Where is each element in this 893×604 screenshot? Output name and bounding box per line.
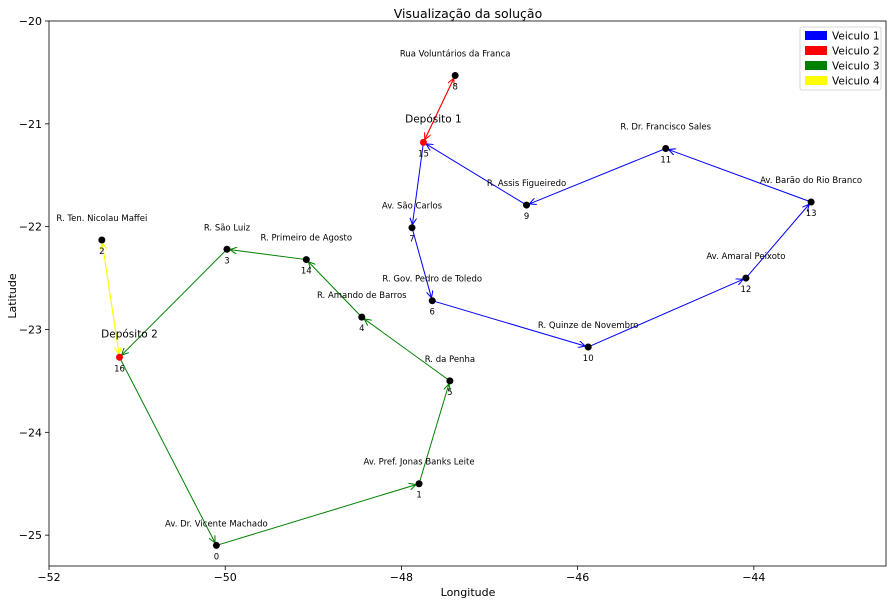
node-point — [408, 224, 416, 232]
node-index-label: 10 — [583, 354, 594, 364]
route-segment — [425, 75, 456, 140]
route-segment — [216, 485, 416, 546]
legend-box — [799, 26, 882, 91]
node-street-label: Av. Dr. Vicente Machado — [165, 519, 268, 529]
route-segment — [432, 300, 585, 346]
legend-entry: Veiculo 1 — [832, 31, 880, 43]
route-segment — [119, 357, 215, 543]
route-segment — [669, 150, 812, 203]
route-segment — [745, 204, 809, 279]
y-tick-label: −24 — [19, 426, 42, 439]
node-street-label: Av. Amaral Peixoto — [706, 252, 785, 262]
node-street-label: R. Quinze de Novembro — [538, 321, 639, 331]
route-segment — [412, 142, 424, 224]
node-street-label: R. Dr. Francisco Sales — [620, 123, 711, 133]
node-point — [523, 201, 531, 209]
route-segment — [230, 250, 307, 261]
node-index-label: 7 — [409, 235, 414, 245]
route-segment — [411, 227, 431, 298]
nodes-layer: 0 Av. Dr. Vicente Machado 1 Av. Pref. Jonas… — [56, 50, 862, 563]
node-index-label: 4 — [359, 324, 364, 334]
legend-entry: Veiculo 4 — [832, 76, 880, 88]
node-index-label: 0 — [214, 552, 219, 562]
chart-title: Visualização da solução — [394, 6, 542, 21]
y-tick-label: −25 — [19, 529, 42, 542]
node-index-label: 14 — [301, 267, 312, 277]
route-segment — [588, 279, 743, 348]
legend-swatch — [805, 46, 827, 55]
node-point — [662, 145, 670, 153]
node-street-label: Av. Barão do Rio Branco — [760, 176, 862, 186]
node-street-label: Av. São Carlos — [382, 202, 443, 212]
y-tick-label: −21 — [19, 118, 42, 131]
node-index-label: 15 — [418, 149, 429, 159]
node-point — [358, 313, 366, 321]
node-index-label: 12 — [740, 285, 751, 295]
routes-layer — [101, 75, 812, 546]
node-index-label: 3 — [224, 256, 229, 266]
y-axis: −20 −21 −22 −23 −24 −25 — [19, 15, 49, 542]
y-tick-label: −22 — [19, 221, 42, 234]
node-point — [428, 297, 436, 305]
node-point — [302, 256, 310, 264]
node-point — [223, 245, 231, 253]
x-tick-label: −48 — [390, 571, 413, 584]
node-street-label: R. Ten. Nicolau Maffei — [56, 214, 147, 224]
node-index-label: 6 — [430, 308, 435, 318]
route-segment — [364, 319, 451, 382]
legend-entry: Veiculo 2 — [832, 46, 880, 58]
node-street-label: Rua Voluntários da Franca — [400, 50, 511, 60]
node-index-label: 8 — [452, 83, 457, 93]
depot-label: Depósito 1 — [405, 113, 462, 125]
depot-label: Depósito 2 — [101, 328, 158, 340]
legend-entry: Veiculo 3 — [832, 61, 880, 73]
legend-swatch — [805, 31, 827, 40]
node-point — [807, 198, 815, 206]
node-point — [446, 377, 454, 385]
node-street-label: R. Assis Figueiredo — [487, 179, 566, 189]
x-tick-label: −46 — [566, 571, 589, 584]
legend-swatch — [805, 76, 827, 85]
route-segment — [122, 248, 228, 355]
node-street-label: R. Gov. Pedro de Toledo — [382, 275, 482, 285]
node-street-label: R. São Luiz — [204, 223, 251, 233]
route-segment — [418, 384, 449, 484]
y-tick-label: −23 — [19, 323, 42, 336]
node-point — [212, 541, 220, 549]
route-segment — [308, 262, 363, 318]
legend: Veiculo 1 Veiculo 2 Veiculo 3 Veiculo 4 — [799, 26, 882, 91]
node-street-label: Av. Pref. Jonas Banks Leite — [364, 458, 475, 468]
route-segment — [426, 144, 527, 206]
y-axis-label: Latitude — [6, 273, 19, 319]
y-tick-label: −20 — [19, 15, 42, 28]
node-point — [742, 274, 750, 282]
node-street-label: R. Primeiro de Agosto — [260, 234, 352, 244]
route-segment — [101, 239, 119, 354]
depot-point — [115, 353, 123, 361]
node-index-label: 11 — [660, 156, 671, 166]
node-index-label: 5 — [447, 388, 452, 398]
x-tick-label: −52 — [37, 571, 60, 584]
node-point — [98, 236, 106, 244]
x-tick-label: −50 — [214, 571, 237, 584]
x-axis-label: Longitude — [441, 586, 496, 599]
node-point — [415, 480, 423, 488]
legend-swatch — [805, 61, 827, 70]
depot-point — [419, 138, 427, 146]
node-street-label: R. da Penha — [425, 355, 475, 365]
route-segment — [529, 148, 666, 204]
x-tick-label: −44 — [742, 571, 765, 584]
node-point — [584, 343, 592, 351]
node-street-label: R. Amando de Barros — [317, 291, 407, 301]
node-index-label: 1 — [416, 491, 421, 501]
node-index-label: 16 — [114, 364, 125, 374]
node-index-label: 9 — [524, 212, 529, 222]
plot-frame — [48, 20, 887, 567]
node-point — [451, 72, 459, 79]
node-index-label: 2 — [99, 247, 104, 257]
x-axis: −52 −50 −48 −46 −44 — [37, 566, 765, 584]
node-index-label: 13 — [806, 209, 817, 219]
